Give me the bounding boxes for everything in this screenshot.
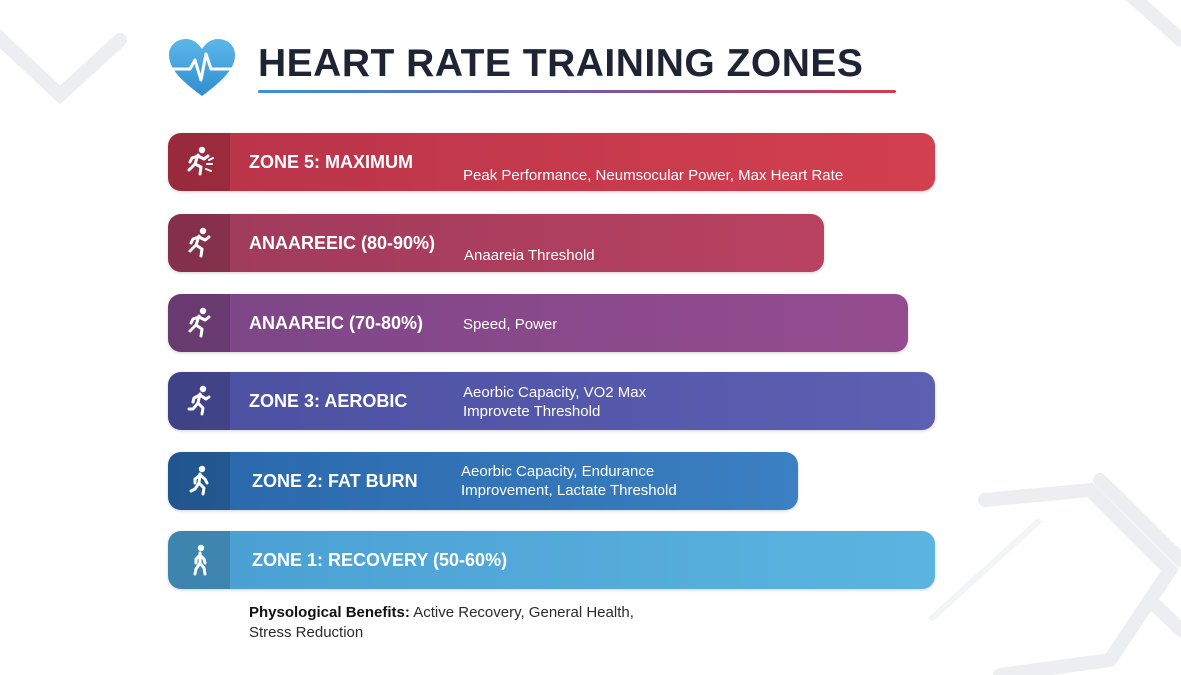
benefits-text: Active Recovery, General Health, [413, 604, 634, 621]
zone-2-description-line1: Aeorbic Capacity, Endurance [461, 463, 655, 480]
benefits-label: Physological Benefits: [249, 604, 410, 621]
zone-3-title: ZONE 3: AEROBIC [249, 391, 408, 411]
header: HEART RATE TRAINING ZONES [168, 36, 908, 106]
zone-2-title: ZONE 2: FAT BURN [252, 471, 418, 491]
benefits-text-line2: Stress Reduction [249, 624, 364, 641]
physiological-benefits: Physological Benefits: Active Recovery, … [249, 603, 669, 643]
zone-1-icon-box [168, 531, 230, 589]
title-underline [258, 90, 896, 93]
heart-pulse-icon [169, 39, 235, 96]
zone-2-icon-box [168, 452, 230, 510]
walker-icon [193, 544, 207, 576]
runner-icon [188, 307, 211, 338]
zone-1-bar: ZONE 1: RECOVERY (50-60%) [168, 531, 935, 589]
zone-3-upper-bar: ANAAREIC (70-80%) Speed, Power [168, 294, 908, 352]
runner-icon [188, 227, 211, 258]
zone-2-bar: ZONE 2: FAT BURN Aeorbic Capacity, Endur… [168, 452, 798, 510]
runner-icon [187, 385, 211, 416]
zone-4-title: ANAAREEIC (80-90%) [249, 233, 436, 253]
page-title: HEART RATE TRAINING ZONES [258, 42, 864, 85]
zone-3-upper-description: Speed, Power [463, 316, 558, 333]
zone-4-bar: ANAAREEIC (80-90%) Anaareia Threshold [168, 214, 824, 272]
zone-5-title: ZONE 5: MAXIMUM [249, 152, 413, 172]
zone-2-description-line2: Improvement, Lactate Threshold [461, 482, 677, 499]
zone-3-description-line2: Improvete Threshold [463, 403, 601, 420]
zone-4-description: Anaareia Threshold [464, 247, 595, 264]
zone-1-title: ZONE 1: RECOVERY (50-60%) [252, 550, 508, 570]
zone-3-description-line1: Aeorbic Capacity, VO2 Max [463, 384, 647, 401]
jogger-icon [189, 465, 209, 496]
sprinter-icon [187, 146, 214, 176]
zone-3-upper-icon-box [168, 294, 230, 352]
zone-3-upper-title: ANAAREIC (70-80%) [249, 313, 424, 333]
zone-3-bar: ZONE 3: AEROBIC Aeorbic Capacity, VO2 Ma… [168, 372, 935, 430]
zone-4-icon-box [168, 214, 230, 272]
zone-5-description: Peak Performance, Neumsocular Power, Max… [463, 167, 844, 184]
zone-5-bar: ZONE 5: MAXIMUM Peak Performance, Neumso… [168, 133, 935, 191]
zone-3-icon-box [168, 372, 230, 430]
zone-5-icon-box [168, 133, 230, 191]
